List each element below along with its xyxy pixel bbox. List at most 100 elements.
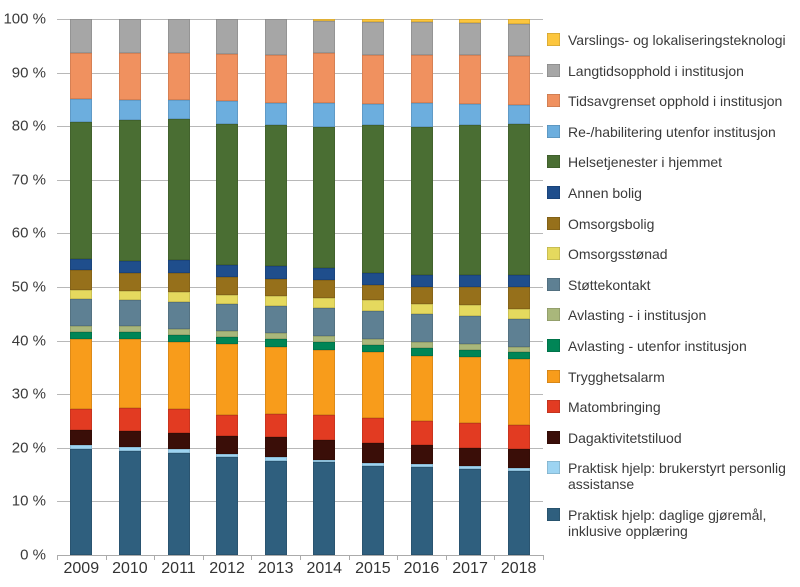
x-axis-category-label: 2014	[306, 560, 343, 577]
bar-segment	[410, 54, 433, 104]
bar-segment	[507, 55, 530, 106]
gridline	[57, 179, 543, 181]
bar-segment	[70, 430, 93, 446]
legend-swatch-icon	[547, 33, 560, 46]
legend-item: Dagaktivitetstiluod	[547, 430, 797, 446]
bar-segment	[216, 19, 239, 55]
bar-segment	[167, 259, 190, 273]
x-axis-category-label: 2017	[452, 560, 488, 577]
bar-segment	[70, 258, 93, 271]
bar-segment	[70, 299, 93, 326]
gridline	[57, 19, 543, 20]
bar-segment	[459, 274, 482, 287]
bar-segment	[507, 286, 530, 310]
bar-segment	[264, 346, 287, 414]
bar-segment	[459, 104, 482, 126]
bar-segment	[216, 336, 239, 344]
bar-segment	[313, 279, 336, 298]
bar-2013	[264, 19, 287, 555]
bar-segment	[167, 292, 190, 303]
bar-2018	[507, 19, 530, 555]
bar-segment	[70, 339, 93, 409]
bar-segment	[167, 272, 190, 293]
bar-segment	[313, 459, 336, 463]
bar-segment	[118, 339, 141, 409]
legend-label: Helsetjenester i hjemmet	[568, 154, 723, 171]
bar-segment	[264, 125, 287, 267]
bar-segment	[216, 101, 239, 125]
bar-segment	[70, 290, 93, 300]
legend-swatch-icon	[547, 216, 560, 230]
legend-swatch-icon	[547, 277, 560, 291]
bar-2015	[361, 19, 384, 555]
legend-swatch-icon	[547, 369, 560, 383]
bar-segment	[264, 278, 287, 296]
legend-item: Omsorgsbolig	[547, 216, 797, 232]
bar-segment	[361, 443, 384, 463]
legend-item: Avlasting - i institusjon	[547, 307, 797, 323]
bar-segment	[216, 453, 239, 457]
bar-segment	[118, 52, 141, 100]
bar-segment	[264, 460, 287, 555]
legend-item: Støttekontakt	[547, 277, 797, 293]
legend: Varslings- og lokaliseringsteknologi Lang…	[547, 32, 797, 554]
bar-segment	[410, 356, 433, 421]
bar-segment	[216, 54, 239, 102]
bar-segment	[264, 19, 287, 55]
x-axis-category-label: 2015	[355, 560, 391, 577]
bar-segment	[361, 465, 384, 555]
bar-segment	[459, 468, 482, 555]
y-axis-tick-label: 100 %	[3, 10, 46, 28]
bar-segment	[118, 431, 141, 448]
gridline	[57, 126, 543, 128]
bar-segment	[507, 352, 530, 359]
bar-2010	[118, 19, 141, 555]
x-axis-tick	[300, 555, 301, 560]
bar-2017	[459, 19, 482, 555]
x-axis-category-label: 2016	[403, 560, 440, 577]
legend-swatch-icon	[547, 124, 560, 138]
bar-segment	[410, 467, 433, 555]
bar-segment	[264, 266, 287, 279]
bar-segment	[167, 453, 190, 555]
bar-segment	[410, 341, 433, 348]
legend-swatch-icon	[547, 185, 560, 199]
legend-label: Omsorgsbolig	[568, 215, 655, 232]
bar-segment	[361, 273, 384, 286]
bar-segment	[459, 316, 482, 344]
legend-swatch-icon	[547, 338, 560, 352]
bar-segment	[507, 470, 530, 555]
bar-segment	[410, 274, 433, 288]
x-axis-tick	[105, 555, 107, 560]
x-axis: 2009 2010 2011 2012 2013 2014 2015 2016 2017 2018	[57, 560, 543, 582]
bar-segment	[459, 22, 482, 56]
legend-item: Trygghetsalarm	[547, 369, 797, 385]
legend-swatch-icon	[547, 155, 560, 169]
legend-label: Avlasting - utenfor institusjon	[568, 337, 747, 354]
y-axis-tick-label: 20 %	[11, 439, 46, 457]
bar-segment	[361, 104, 384, 126]
bar-segment	[410, 347, 433, 357]
legend-label: Avlasting - i institusjon	[568, 307, 707, 324]
legend-swatch-icon	[547, 461, 560, 475]
bar-segment	[507, 318, 530, 347]
bar-segment	[313, 462, 336, 555]
bar-segment	[361, 19, 384, 22]
bar-segment	[264, 333, 287, 340]
bar-segment	[410, 420, 433, 446]
bar-segment	[118, 326, 141, 333]
bar-segment	[410, 314, 433, 342]
bar-segment	[167, 432, 190, 450]
bar-segment	[410, 103, 433, 127]
bar-segment	[216, 124, 239, 266]
gridline	[57, 394, 543, 396]
bar-segment	[167, 118, 190, 260]
bar-segment	[507, 23, 530, 56]
bar-segment	[313, 336, 336, 343]
x-axis-category-label: 2009	[63, 560, 100, 577]
y-axis-tick-label: 80 %	[11, 117, 46, 135]
x-axis-category-label: 2010	[112, 560, 148, 577]
bar-segment	[70, 270, 93, 291]
bar-segment	[70, 445, 93, 449]
